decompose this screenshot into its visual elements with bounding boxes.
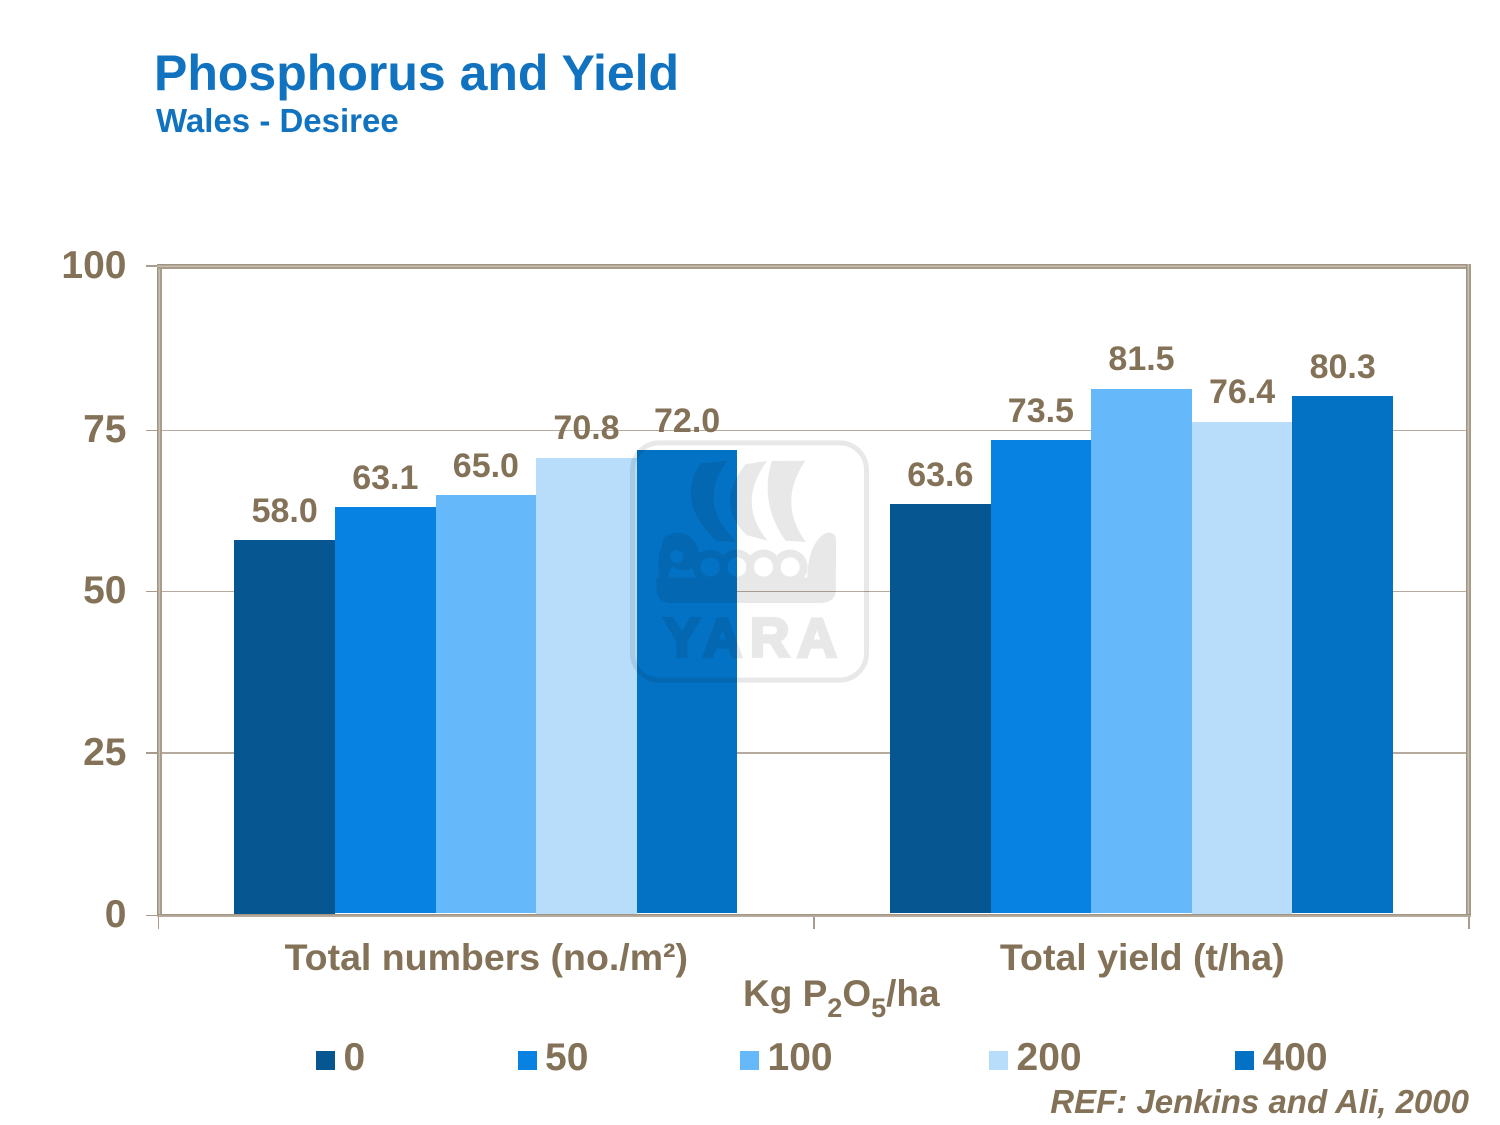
svg-text:YARA: YARA bbox=[664, 606, 845, 668]
